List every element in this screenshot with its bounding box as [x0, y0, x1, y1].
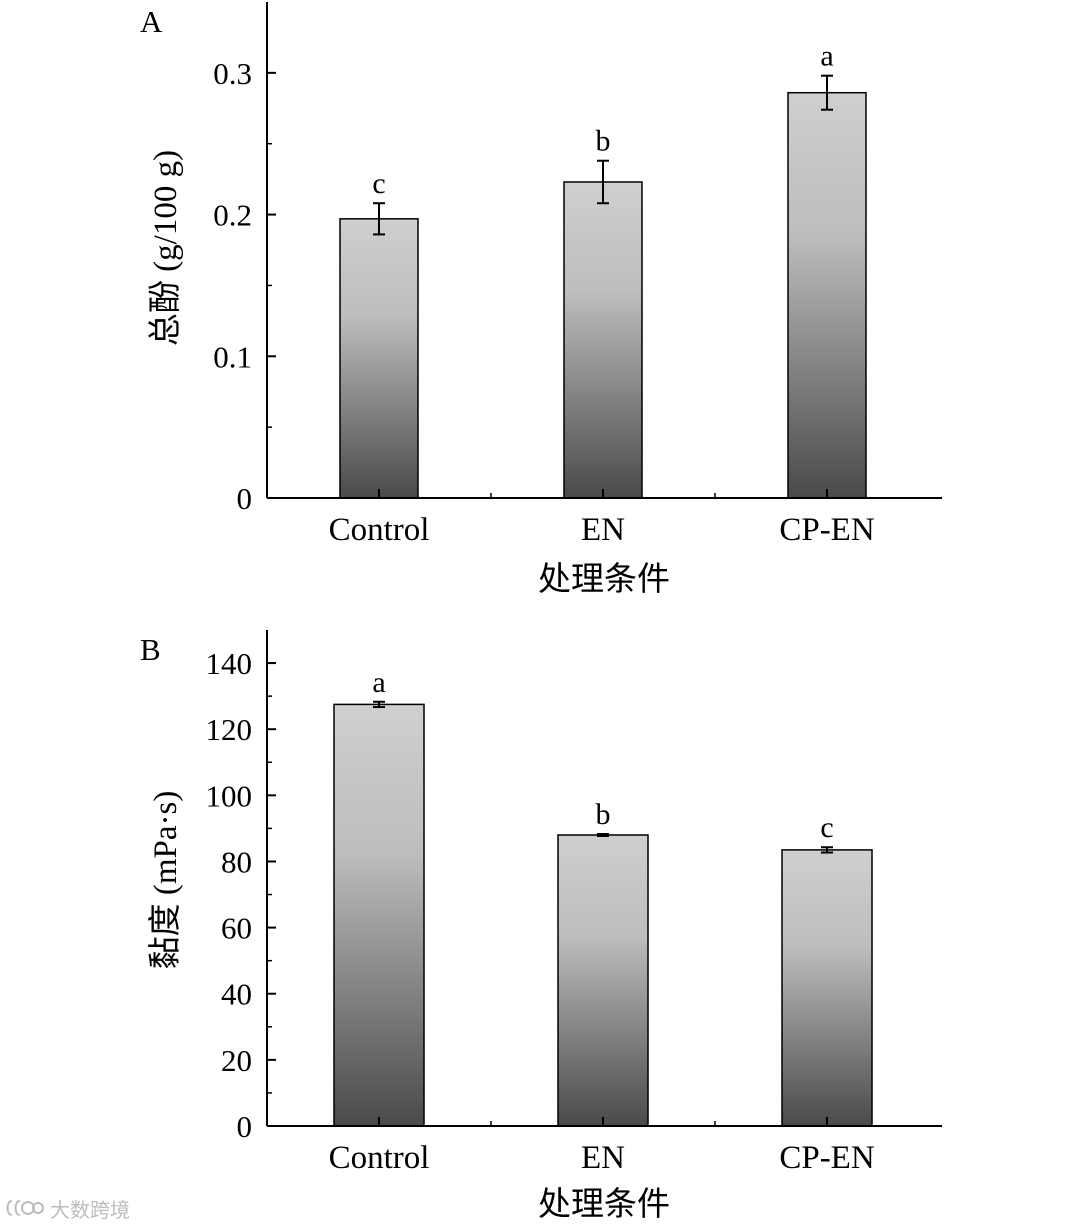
error-bar-en-b [597, 833, 609, 838]
bar-en-a [563, 181, 643, 499]
y-axis-title-b: 黏度 (mPa·s) [147, 791, 184, 970]
y-tick-label-b: 40 [221, 977, 252, 1012]
x-tick-label-en-b: EN [581, 1140, 625, 1176]
y-tick-label-b: 80 [221, 844, 252, 879]
bar-cp-en-b [781, 849, 873, 1127]
y-tick-label-a: 0.2 [213, 198, 252, 233]
significance-label-cp-en-a: a [820, 40, 833, 73]
watermark-text: 大数跨境 [50, 1197, 130, 1222]
y-tick-label-b: 20 [221, 1043, 252, 1078]
y-tick-label-b: 140 [206, 646, 253, 681]
y-tick-label-b: 120 [206, 712, 253, 747]
bar-cp-en-a [787, 91, 867, 499]
y-tick-label-b: 100 [206, 778, 253, 813]
x-axis-title-b: 处理条件 [538, 1186, 670, 1223]
error-bar-en-a [597, 159, 609, 205]
panel-label-b: B [140, 632, 161, 667]
panel-label-a: A [140, 4, 163, 39]
watermark: 大数跨境 [4, 1193, 130, 1223]
x-axis-title-a: 处理条件 [538, 561, 670, 598]
y-tick-label-a: 0 [237, 481, 253, 516]
x-tick-label-en-a: EN [581, 512, 625, 548]
significance-label-cp-en-b: c [820, 811, 833, 844]
chart-panel-a: A c b a 0 0.1 0.2 0.3 Control EN CP-EN 处理条件 总酚 (g… [140, 2, 942, 598]
error-bar-cp-en-b [821, 846, 833, 854]
error-bar-control-b [373, 700, 385, 709]
y-axis-title-a: 总酚 (g/100 g) [147, 150, 184, 346]
x-tick-label-control-b: Control [329, 1140, 430, 1176]
significance-label-en-b: b [596, 798, 611, 831]
significance-label-en-a: b [596, 125, 611, 158]
chart-marks-a: c b a 0 0.1 0.2 0.3 Control EN CP-EN [213, 2, 942, 548]
y-tick-label-b: 60 [221, 911, 252, 946]
chart-panel-b: B a b c 0 20 40 60 80 100 120 140 Control EN CP-EN 处理… [140, 630, 942, 1223]
y-tick-label-a: 0.3 [213, 56, 252, 91]
significance-label-control-b: a [372, 666, 385, 699]
y-tick-label-a: 0.1 [213, 339, 252, 374]
x-tick-label-control-a: Control [329, 512, 430, 548]
error-bar-cp-en-a [821, 74, 833, 111]
significance-label-control-a: c [372, 167, 385, 200]
chart-marks-b: a b c 0 20 40 60 80 100 120 140 Control EN CP-EN [206, 630, 942, 1176]
bar-control-b [333, 703, 425, 1127]
bar-en-b [557, 834, 649, 1127]
x-tick-label-cp-en-a: CP-EN [779, 512, 875, 548]
error-bar-control-a [373, 202, 385, 236]
logo-icon [6, 1200, 44, 1216]
x-tick-label-cp-en-b: CP-EN [779, 1140, 875, 1176]
bar-control-a [339, 218, 419, 499]
y-tick-label-b: 0 [237, 1109, 253, 1144]
